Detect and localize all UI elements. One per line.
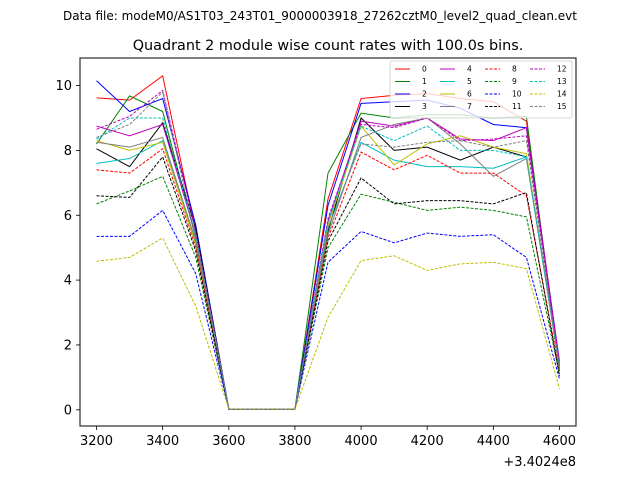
legend-label-6: 6 (467, 90, 472, 99)
legend-box (389, 60, 573, 119)
legend-label-14: 14 (557, 90, 567, 99)
legend-label-5: 5 (467, 77, 472, 86)
x-tick-label: 4600 (543, 434, 576, 449)
x-tick-label: 3200 (80, 434, 113, 449)
series-line-9 (96, 175, 560, 410)
legend-label-8: 8 (512, 65, 517, 74)
legend-label-9: 9 (512, 77, 517, 86)
series-line-5 (96, 139, 560, 410)
x-tick-label: 3800 (278, 434, 311, 449)
legend-label-11: 11 (512, 102, 522, 111)
x-tick-label: 3400 (146, 434, 179, 449)
x-tick-label: 4000 (345, 434, 378, 449)
legend-label-12: 12 (557, 65, 567, 74)
y-tick-label: 6 (64, 209, 72, 224)
legend-label-10: 10 (512, 90, 522, 99)
y-tick-label: 4 (64, 274, 72, 289)
series-line-13 (96, 117, 560, 410)
series-line-10 (96, 209, 560, 410)
y-tick-label: 0 (64, 403, 72, 418)
x-tick-label: 4400 (477, 434, 510, 449)
legend-label-15: 15 (557, 102, 567, 111)
x-offset-label: +3.4024e8 (503, 455, 576, 470)
series-line-6 (96, 125, 560, 410)
data-file-header: Data file: modeM0/AS1T03_243T01_90000039… (63, 9, 577, 23)
legend-label-4: 4 (467, 65, 472, 74)
legend-label-0: 0 (422, 65, 427, 74)
x-tick-label: 3600 (212, 434, 245, 449)
series-line-11 (96, 155, 560, 410)
series-line-7 (96, 117, 560, 410)
legend-label-13: 13 (557, 77, 567, 86)
series-line-14 (96, 237, 560, 410)
x-tick-label: 4200 (411, 434, 444, 449)
series-line-12 (96, 89, 560, 410)
y-tick-label: 10 (55, 79, 72, 94)
chart-title: Quadrant 2 module wise count rates with … (133, 38, 524, 54)
legend-label-1: 1 (422, 77, 427, 86)
legend-label-2: 2 (422, 90, 427, 99)
legend-label-7: 7 (467, 102, 472, 111)
y-tick-label: 8 (64, 144, 72, 159)
y-axis: 0 2 4 6 8 10 (55, 79, 80, 418)
series-layer (96, 74, 560, 410)
x-axis: 3200 3400 3600 3800 4000 4200 4400 4600 (80, 426, 576, 449)
y-tick-label: 2 (64, 338, 72, 353)
plot-frame (79, 57, 577, 427)
series-line-8 (96, 147, 560, 410)
series-line-15 (96, 91, 560, 410)
legend-label-3: 3 (422, 102, 427, 111)
